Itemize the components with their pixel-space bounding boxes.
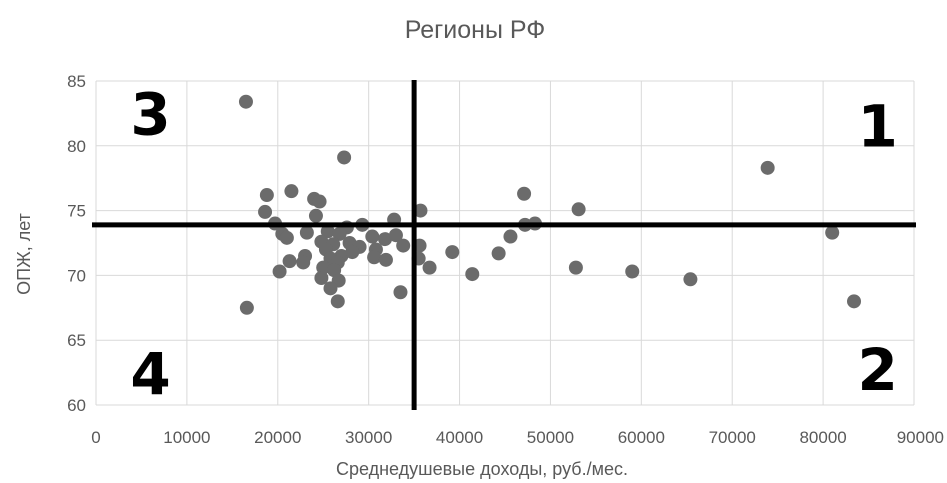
data-point [282, 254, 297, 269]
data-point [422, 260, 437, 275]
data-point [503, 229, 518, 244]
x-axis-ticks: 0 10000 20000 30000 40000 50000 60000 70000 8000… [91, 428, 944, 447]
x-tick-label: 30000 [345, 428, 392, 447]
data-point [445, 245, 460, 260]
y-tick-label: 80 [67, 137, 86, 156]
data-point [259, 188, 274, 203]
data-point [378, 232, 393, 247]
data-point [365, 229, 380, 244]
y-tick-label: 65 [67, 331, 86, 350]
y-tick-label: 85 [67, 72, 86, 91]
data-point [238, 94, 253, 109]
quadrant-labels: 1 2 3 4 [130, 81, 897, 408]
data-point [396, 238, 411, 253]
data-point [316, 260, 331, 275]
data-point [314, 270, 329, 285]
x-tick-label: 20000 [254, 428, 301, 447]
data-point [279, 230, 294, 245]
quadrant-label-2: 2 [857, 336, 897, 404]
quadrant-dividers [92, 80, 916, 410]
data-point [239, 300, 254, 315]
y-axis-title: ОПЖ, лет [14, 213, 34, 295]
data-point [393, 285, 408, 300]
data-point [625, 264, 640, 279]
data-point [571, 202, 586, 217]
data-point [284, 184, 299, 199]
x-tick-label: 70000 [709, 428, 756, 447]
data-point [330, 294, 345, 309]
data-point [308, 208, 323, 223]
data-point [491, 246, 506, 261]
x-tick-label: 60000 [618, 428, 665, 447]
data-point [568, 260, 583, 275]
data-point [413, 203, 428, 218]
data-point [378, 252, 393, 267]
y-tick-label: 60 [67, 396, 86, 415]
data-point [367, 250, 382, 265]
data-point [388, 228, 403, 243]
data-point [320, 224, 335, 239]
y-tick-label: 75 [67, 202, 86, 221]
x-tick-label: 10000 [163, 428, 210, 447]
data-point [760, 160, 775, 175]
data-point [847, 294, 862, 309]
data-point [299, 225, 314, 240]
gridlines [95, 80, 915, 406]
data-point [345, 245, 360, 260]
data-point [272, 264, 287, 279]
data-point [312, 194, 327, 209]
x-tick-label: 90000 [897, 428, 944, 447]
data-point [258, 204, 273, 219]
data-point [683, 272, 698, 287]
y-axis-ticks: 60 65 70 75 80 85 [67, 72, 86, 415]
x-tick-label: 40000 [436, 428, 483, 447]
chart-title: Регионы РФ [405, 16, 546, 44]
data-point [337, 150, 352, 165]
data-point [296, 255, 311, 270]
data-point [332, 226, 347, 241]
quadrant-label-1: 1 [857, 92, 897, 160]
y-tick-label: 70 [67, 266, 86, 285]
x-axis-title: Среднедушевые доходы, руб./мес. [336, 459, 628, 479]
quadrant-label-4: 4 [130, 340, 170, 408]
data-point [323, 281, 338, 296]
data-point [465, 267, 480, 282]
x-tick-label: 80000 [799, 428, 846, 447]
x-tick-label: 0 [91, 428, 100, 447]
data-point [825, 225, 840, 240]
data-points [238, 94, 862, 315]
quadrant-label-3: 3 [130, 81, 170, 149]
data-point [517, 186, 532, 201]
x-tick-label: 50000 [527, 428, 574, 447]
